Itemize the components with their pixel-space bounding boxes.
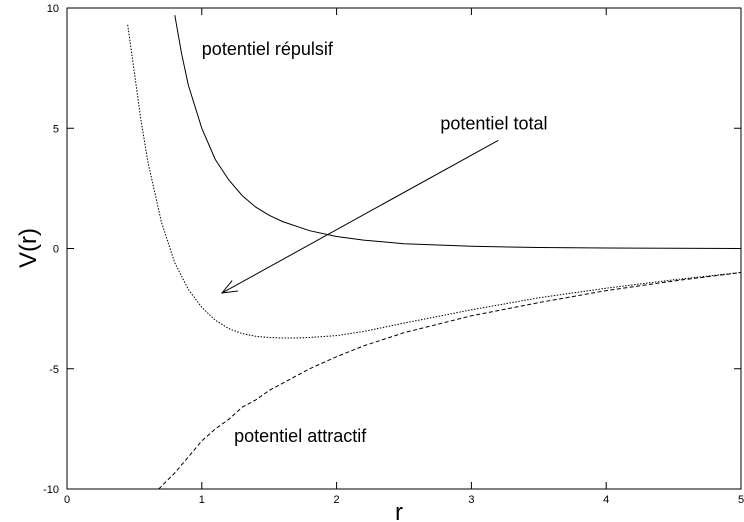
y-tick-label: -10 [43,484,59,496]
series-lines [127,15,742,490]
arrow-head [220,280,238,294]
x-tick-label: 0 [64,494,70,506]
repulsive-label: potentiel répulsif [202,39,334,59]
x-tick-label: 3 [468,494,474,506]
x-tick-label: 1 [199,494,205,506]
series-line-total [127,24,742,339]
x-tick-label: 2 [334,494,340,506]
y-tick-label: 0 [53,244,59,256]
y-tick-label: -5 [49,364,59,376]
annotations: potentiel répulsif potentiel total potenti… [202,39,548,446]
series-line-repulsive [174,15,742,249]
x-tick-label: 5 [738,494,744,506]
x-tick-label: 4 [603,494,609,506]
y-tick-label: 10 [47,3,59,15]
arrow-shaft [221,139,499,294]
x-axis-label: r [395,499,403,522]
y-tick-label: 5 [53,123,59,135]
attractive-label: potentiel attractif [234,426,367,446]
y-axis-label: V(r) [15,228,42,268]
axis-ticks [66,7,742,490]
total-label: potentiel total [440,113,547,133]
annotation-arrow [220,139,499,294]
series-line-attractive [158,272,742,490]
tick-labels: 0 1 2 3 4 5 -10 -5 0 5 10 [43,3,744,506]
